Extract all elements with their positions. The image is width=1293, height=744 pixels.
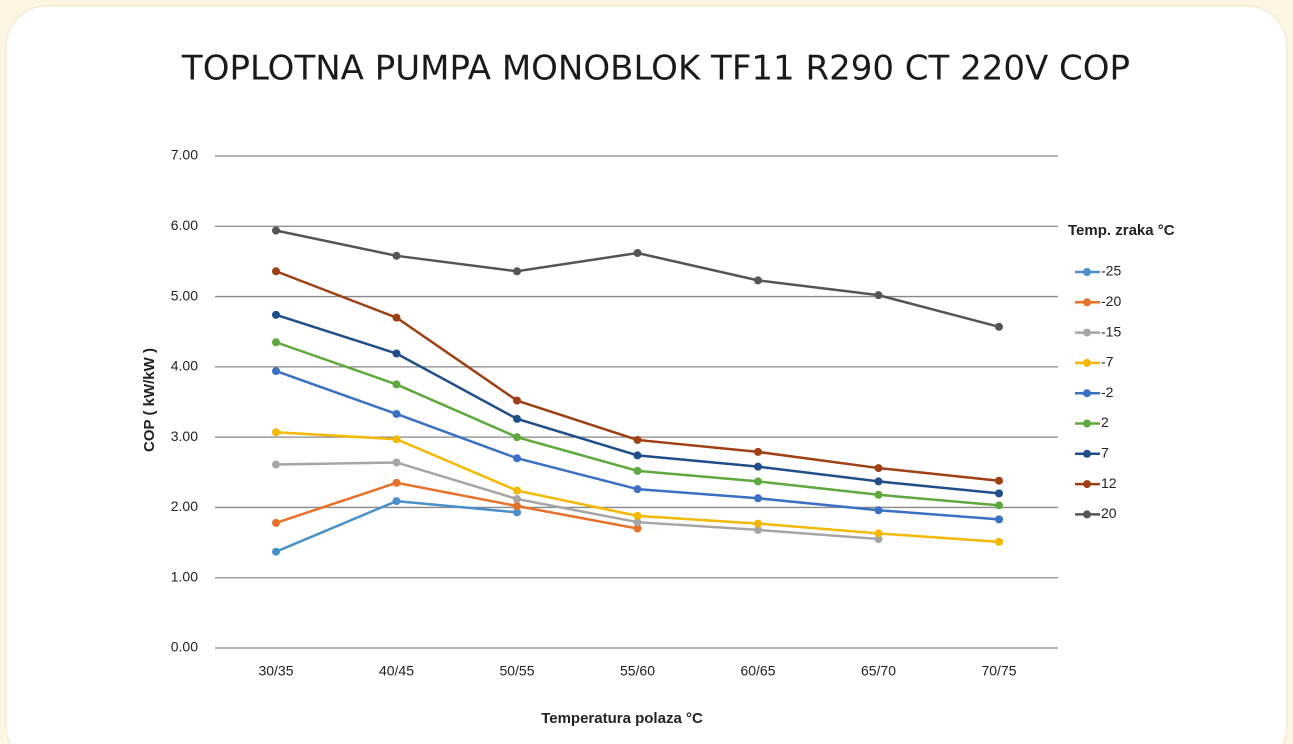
card xyxy=(5,5,1288,744)
data-point xyxy=(513,508,521,517)
data-point xyxy=(633,485,642,494)
legend-swatch-dot xyxy=(1083,449,1091,458)
data-point xyxy=(633,511,642,520)
data-point xyxy=(392,409,401,418)
data-point xyxy=(392,380,401,389)
data-point xyxy=(392,497,401,506)
data-point xyxy=(633,451,642,460)
data-point xyxy=(513,267,521,276)
y-tick-label: 7.00 xyxy=(171,147,198,163)
y-tick-label: 1.00 xyxy=(171,568,198,584)
data-point xyxy=(272,367,280,376)
data-point xyxy=(995,322,1003,331)
data-point xyxy=(272,518,280,527)
legend-label: -2 xyxy=(1101,384,1114,400)
legend-title: Temp. zraka °C xyxy=(1068,222,1175,239)
data-point xyxy=(754,477,762,486)
data-point xyxy=(272,460,280,469)
y-axis-label: COP ( kW/kW ) xyxy=(141,348,158,452)
series-line xyxy=(275,461,879,541)
data-point xyxy=(754,525,762,534)
data-point xyxy=(633,435,642,444)
data-point xyxy=(272,428,280,437)
x-axis-label: Temperatura polaza °C xyxy=(541,710,703,727)
legend-label: -7 xyxy=(1101,354,1114,370)
data-point xyxy=(633,524,642,533)
data-point xyxy=(392,251,401,260)
legend-label: 12 xyxy=(1101,475,1117,491)
legend-swatch-dot xyxy=(1083,419,1091,428)
data-point xyxy=(874,291,883,300)
data-point xyxy=(392,349,401,358)
x-tick-label: 70/75 xyxy=(981,663,1016,679)
data-point xyxy=(272,310,280,319)
data-point xyxy=(754,276,762,285)
data-point xyxy=(995,515,1003,524)
x-tick-label: 50/55 xyxy=(499,663,534,679)
data-point xyxy=(392,435,401,444)
legend-swatch-dot xyxy=(1083,389,1091,398)
y-tick-label: 3.00 xyxy=(171,428,198,444)
x-tick-label: 55/60 xyxy=(620,663,655,679)
data-point xyxy=(874,529,883,538)
x-tick-label: 40/45 xyxy=(379,663,414,679)
data-point xyxy=(754,519,762,528)
data-point xyxy=(392,313,401,322)
data-point xyxy=(995,489,1003,498)
x-tick-label: 65/70 xyxy=(861,663,896,679)
legend-swatch-dot xyxy=(1083,510,1091,519)
series-line xyxy=(275,481,638,530)
data-point xyxy=(874,477,883,486)
legend-label: 2 xyxy=(1101,414,1109,430)
data-point xyxy=(513,502,521,511)
data-point xyxy=(633,248,642,257)
data-point xyxy=(392,478,401,487)
data-point xyxy=(513,494,521,503)
data-point xyxy=(874,490,883,499)
legend-label: -25 xyxy=(1101,263,1121,279)
data-point xyxy=(995,501,1003,510)
data-point xyxy=(513,396,521,405)
data-point xyxy=(633,466,642,475)
y-tick-label: 0.00 xyxy=(171,639,198,655)
data-point xyxy=(272,267,280,276)
data-point xyxy=(874,506,883,515)
legend-swatch-dot xyxy=(1083,328,1091,337)
data-point xyxy=(272,226,280,235)
chart-title: TOPLOTNA PUMPA MONOBLOK TF11 R290 CT 220… xyxy=(181,49,1130,89)
data-point xyxy=(272,338,280,347)
data-point xyxy=(874,464,883,473)
x-tick-label: 60/65 xyxy=(740,663,775,679)
legend-label: 7 xyxy=(1101,445,1109,461)
legend-swatch-dot xyxy=(1083,480,1091,489)
data-point xyxy=(995,537,1003,546)
data-point xyxy=(874,535,883,544)
legend-label: -15 xyxy=(1101,323,1121,339)
data-point xyxy=(272,547,280,556)
data-point xyxy=(633,518,642,527)
x-tick-label: 30/35 xyxy=(258,663,293,679)
legend-swatch-dot xyxy=(1083,268,1091,276)
data-point xyxy=(754,447,762,456)
y-tick-label: 4.00 xyxy=(171,358,198,374)
data-point xyxy=(513,414,521,423)
legend-label: 20 xyxy=(1101,505,1117,521)
data-point xyxy=(513,454,521,463)
data-point xyxy=(513,486,521,495)
data-point xyxy=(513,433,521,442)
legend-swatch-dot xyxy=(1083,358,1091,367)
y-tick-label: 5.00 xyxy=(171,287,198,303)
y-tick-label: 6.00 xyxy=(171,217,198,233)
data-point xyxy=(754,494,762,503)
data-point xyxy=(754,462,762,471)
y-tick-label: 2.00 xyxy=(171,498,198,514)
data-point xyxy=(392,458,401,467)
legend-swatch-dot xyxy=(1083,298,1091,307)
data-point xyxy=(995,476,1003,485)
legend-label: -20 xyxy=(1101,293,1121,309)
